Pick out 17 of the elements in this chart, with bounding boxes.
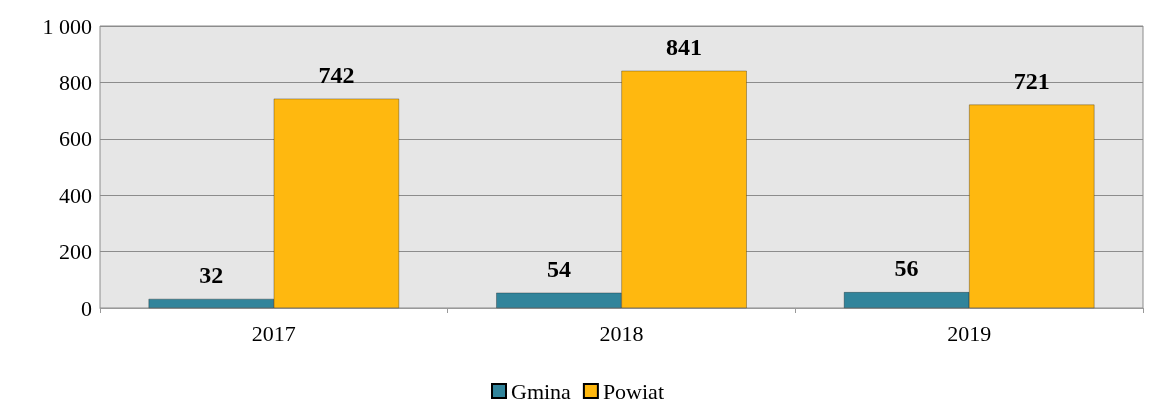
legend-label: Gmina [511,378,572,404]
y-tick-label: 0 [81,295,92,321]
y-tick-label: 400 [59,182,92,208]
data-label: 841 [666,33,703,60]
data-label: 742 [318,61,355,88]
data-label: 32 [199,261,224,288]
data-label: 54 [546,255,571,282]
x-tick-label: 2019 [947,320,992,346]
y-tick-label: 800 [59,69,92,95]
x-tick-label: 2018 [599,320,644,346]
data-label: 721 [1013,67,1050,94]
y-tick-label: 200 [59,239,92,265]
y-tick-label: 600 [59,126,92,152]
y-tick-label: 1 000 [42,13,92,39]
x-tick-label: 2017 [251,320,296,346]
data-label: 56 [894,255,919,282]
legend-label: Powiat [602,378,665,404]
